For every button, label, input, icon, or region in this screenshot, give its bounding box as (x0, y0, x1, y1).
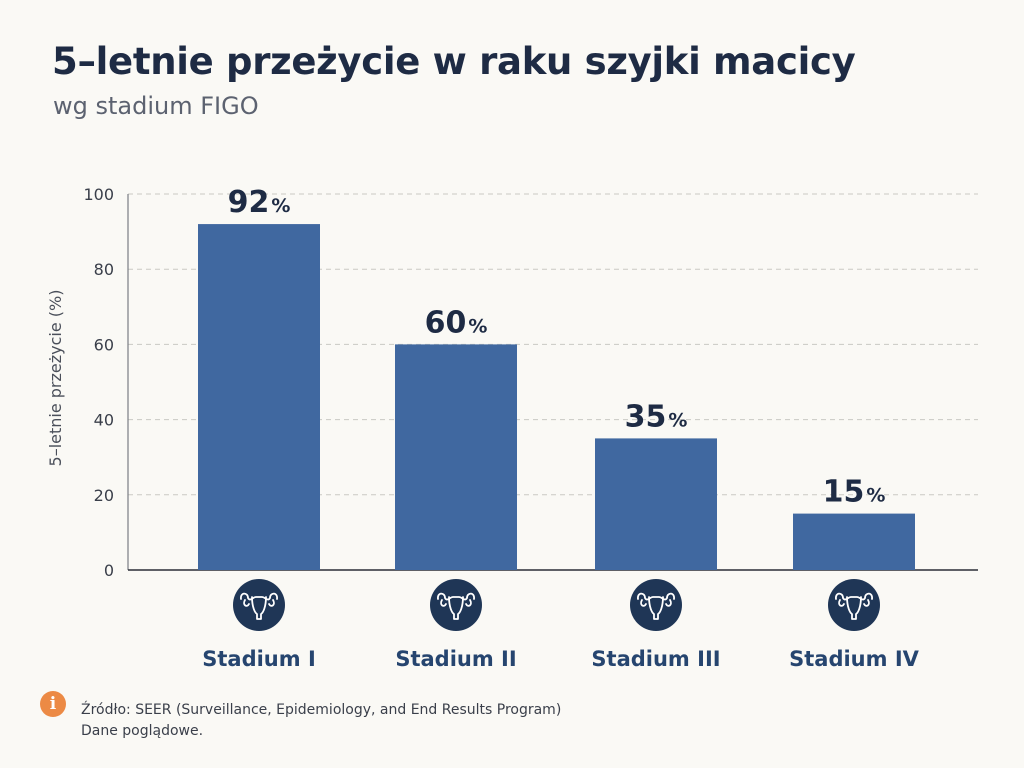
category-label: Stadium IV (789, 647, 920, 671)
y-axis-title: 5–letnie przeżycie (%) (46, 290, 65, 467)
category-label: Stadium II (395, 647, 516, 671)
chart-subtitle: wg stadium FIGO (53, 92, 259, 120)
y-tick-label: 80 (94, 260, 114, 279)
uterus-icon (233, 579, 285, 631)
bar (198, 224, 320, 570)
bar (793, 513, 915, 570)
uterus-icon (828, 579, 880, 631)
bar (595, 438, 717, 570)
y-tick-label: 40 (94, 411, 114, 430)
uterus-icon (630, 579, 682, 631)
bar-value-label: 92% (228, 185, 291, 220)
y-tick-label: 20 (94, 486, 114, 505)
y-tick-label: 60 (94, 335, 114, 354)
bar-value-label: 60% (425, 305, 488, 340)
y-tick-label: 100 (83, 185, 114, 204)
info-icon: i (40, 691, 66, 717)
bar-chart: 0 20 40 60 80 100 5–letnie przeżycie (%) 92 % Sta… (46, 185, 978, 671)
category-label: Stadium III (591, 647, 720, 671)
source-text: Źródło: SEER (Surveillance, Epidemiology… (81, 690, 561, 742)
uterus-icon (430, 579, 482, 631)
bar-value-label: 15% (823, 475, 886, 510)
source-note-line: Dane poglądowe. (81, 723, 204, 739)
source-note: i Źródło: SEER (Surveillance, Epidemiolo… (40, 690, 561, 742)
bar-value-label: 35% (625, 399, 688, 434)
source-line: Źródło: SEER (Surveillance, Epidemiology… (81, 702, 562, 718)
category-label: Stadium I (202, 647, 316, 671)
bar (395, 344, 517, 570)
y-tick-label: 0 (104, 561, 114, 580)
chart-title: 5–letnie przeżycie w raku szyjki macicy (52, 40, 856, 83)
